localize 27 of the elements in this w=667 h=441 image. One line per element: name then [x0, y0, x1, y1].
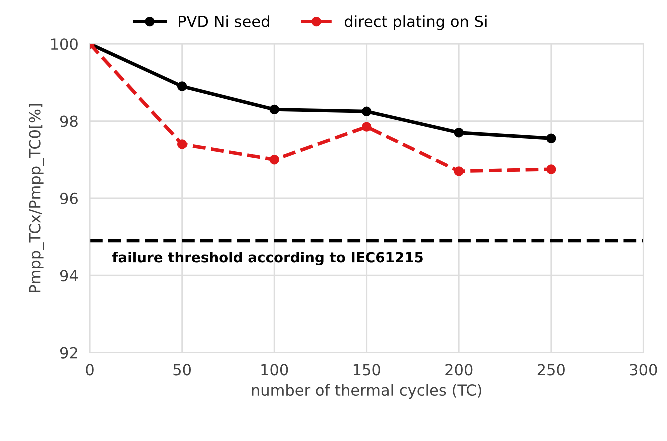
y-tick-label: 92	[60, 347, 78, 359]
y-axis-title: Pmpp_TCx/Pmpp_TC0[%]	[29, 104, 44, 292]
x-tick-label: 300	[630, 364, 658, 376]
x-tick-label: 200	[446, 364, 473, 376]
point	[362, 106, 372, 116]
legend-label: direct plating on Si	[344, 16, 487, 30]
point	[454, 128, 464, 138]
point	[454, 166, 464, 176]
x-tick-label: 0	[86, 364, 94, 376]
x-axis-title: number of thermal cycles (TC)	[252, 384, 482, 400]
legend-label: PVD Ni seed	[179, 16, 270, 28]
x-tick-label: 50	[174, 364, 192, 376]
point	[546, 134, 556, 144]
point	[270, 155, 280, 165]
point	[270, 104, 280, 115]
y-tick-label: 98	[60, 116, 78, 128]
x-tick-label: 100	[262, 364, 288, 376]
y-tick-label: 94	[60, 270, 78, 282]
point	[546, 164, 556, 174]
point	[177, 140, 188, 150]
x-tick-label: 150	[354, 364, 380, 376]
y-tick-label: 100	[51, 38, 78, 50]
point	[177, 82, 188, 92]
y-tick-label: 96	[60, 192, 78, 204]
ref-line-label: failure threshold according to IEC61215	[112, 252, 423, 266]
x-tick-label: 250	[538, 364, 565, 376]
point	[362, 122, 372, 132]
